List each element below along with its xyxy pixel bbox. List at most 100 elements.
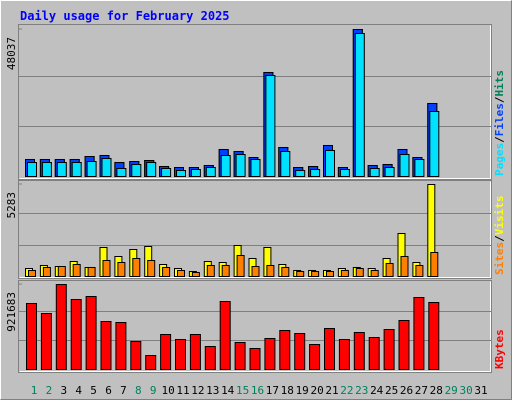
bar <box>383 329 395 371</box>
bar <box>294 333 306 371</box>
panel-frame <box>18 280 492 373</box>
x-tick-label: 8 <box>135 384 142 397</box>
y-max-label: 48037 <box>5 37 18 70</box>
bar <box>204 346 216 371</box>
legend-entry: Visits <box>493 196 506 236</box>
legend-separator: / <box>493 96 506 103</box>
bar <box>324 328 335 371</box>
bar <box>325 149 335 178</box>
bar <box>85 295 97 370</box>
bar <box>266 264 275 278</box>
x-tick-label: 15 <box>236 384 249 397</box>
bar <box>400 255 409 277</box>
x-tick-label: 10 <box>161 384 174 397</box>
x-tick-label: 23 <box>355 384 368 397</box>
bar <box>101 158 112 177</box>
bar <box>191 271 200 277</box>
legend: Sites/Visits <box>493 196 506 276</box>
legend-entry: Hits <box>493 70 506 97</box>
bar <box>385 263 394 278</box>
x-tick-label: 18 <box>281 384 294 397</box>
bar <box>399 153 410 178</box>
bar <box>338 339 350 371</box>
x-tick-label: 4 <box>75 384 82 397</box>
bar <box>234 342 246 371</box>
bar <box>311 271 320 277</box>
bar <box>87 266 96 278</box>
bar <box>41 161 52 177</box>
bar <box>147 259 156 278</box>
bar <box>131 163 142 177</box>
x-tick-label: 2 <box>46 384 53 397</box>
x-tick-label: 25 <box>385 384 398 397</box>
x-tick-label: 16 <box>251 384 264 397</box>
bar <box>27 161 37 177</box>
bar <box>281 266 290 278</box>
bar <box>70 298 82 370</box>
panel-frame <box>18 24 492 180</box>
bar <box>130 341 142 371</box>
x-tick-label: 31 <box>474 384 487 397</box>
bar <box>72 264 81 278</box>
bar <box>428 301 440 370</box>
bar <box>161 168 172 178</box>
bar <box>28 269 36 277</box>
legend-entry: KBytes <box>493 329 506 369</box>
bar <box>42 266 51 278</box>
bar <box>249 348 261 371</box>
x-tick-label: 14 <box>221 384 235 397</box>
bar <box>250 158 261 177</box>
bar <box>296 271 305 277</box>
x-tick-label: 22 <box>340 384 353 397</box>
legend: KBytes <box>493 329 506 369</box>
bar <box>102 259 111 278</box>
bar <box>145 355 157 371</box>
bar <box>220 154 231 177</box>
bar <box>368 337 380 371</box>
x-tick-label: 21 <box>325 384 338 397</box>
bar <box>279 330 291 371</box>
bar <box>309 344 321 371</box>
bar <box>251 266 260 277</box>
bar <box>55 284 67 370</box>
bar <box>26 302 37 370</box>
bar <box>265 74 276 177</box>
legend: Pages/Files/Hits <box>493 70 506 176</box>
bar <box>56 161 67 177</box>
bar <box>221 264 230 278</box>
bar <box>71 161 82 177</box>
bar <box>86 160 97 178</box>
x-tick-label: 12 <box>191 384 204 397</box>
bar <box>219 300 231 370</box>
legend-separator: / <box>493 136 506 143</box>
x-tick-label: 11 <box>176 384 189 397</box>
x-tick-label: 6 <box>105 384 112 397</box>
bar <box>40 313 52 370</box>
x-tick-label: 7 <box>120 384 127 397</box>
bar <box>175 339 186 371</box>
bar <box>414 158 425 177</box>
bar <box>429 110 440 177</box>
bar <box>413 296 425 370</box>
x-tick-label: 28 <box>430 384 443 397</box>
bar <box>235 153 246 178</box>
x-tick-label: 13 <box>206 384 219 397</box>
y-max-label: 921683 <box>5 292 18 332</box>
bar <box>355 268 364 277</box>
bar <box>115 322 127 370</box>
bar <box>370 269 379 277</box>
bar <box>100 321 112 370</box>
bar <box>384 167 395 177</box>
bar <box>206 264 215 278</box>
x-tick-label: 26 <box>400 384 413 397</box>
x-tick-label: 30 <box>459 384 472 397</box>
bar <box>190 168 201 178</box>
bar <box>430 252 439 277</box>
bar <box>205 167 216 177</box>
bar <box>354 32 365 177</box>
bar <box>162 266 171 278</box>
bar <box>353 332 365 371</box>
bar <box>264 338 276 371</box>
